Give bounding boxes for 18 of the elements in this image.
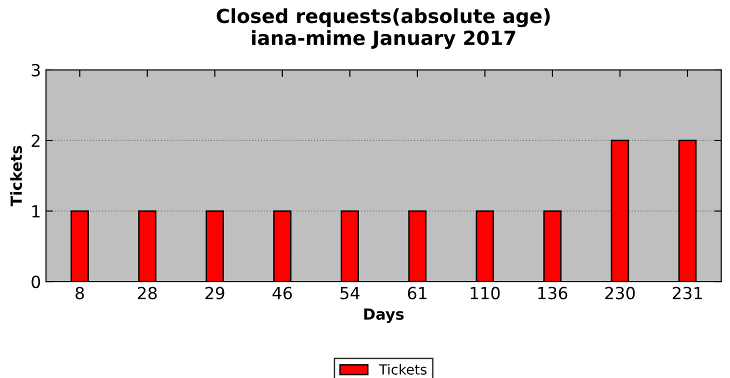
x-axis-title: Days: [364, 308, 404, 323]
chart-title: Closed requests(absolute age) iana-mime January 2017: [216, 8, 550, 50]
x-tick-label: 29: [205, 286, 224, 300]
y-tick-label: 1: [32, 205, 40, 218]
x-tick-label: 110: [470, 286, 500, 300]
y-tick-label: 0: [32, 276, 40, 288]
x-tick-label: 28: [138, 286, 157, 300]
x-tick-label: 54: [340, 286, 360, 300]
x-tick-label: 136: [538, 286, 568, 300]
x-tick-label: 61: [408, 286, 426, 300]
y-tick-label: 3: [32, 64, 40, 76]
y-tick-label: 2: [32, 134, 40, 147]
y-axis-title: Tickets: [10, 146, 22, 206]
x-tick-label: 230: [605, 286, 635, 300]
x-tick-label: 46: [272, 286, 292, 300]
x-tick-label: 231: [672, 286, 702, 300]
legend-label: Tickets: [378, 364, 427, 375]
x-tick-label: 8: [76, 286, 84, 300]
